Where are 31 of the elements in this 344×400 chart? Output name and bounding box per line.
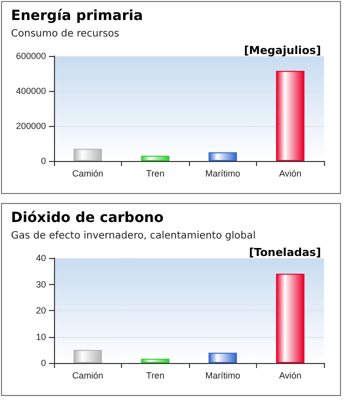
x-tick-label: Camión bbox=[72, 370, 104, 380]
chart-title: Dióxido de carbono bbox=[11, 210, 164, 226]
bar bbox=[74, 350, 102, 363]
y-tick-label: 30 bbox=[36, 279, 46, 290]
chart-title: Energía primaria bbox=[11, 8, 143, 24]
y-tick-label: 200000 bbox=[16, 121, 46, 131]
y-axis-title: [Megajulios] bbox=[244, 44, 322, 57]
x-tick-label: Avión bbox=[279, 370, 302, 380]
y-tick-label: 600000 bbox=[16, 51, 46, 61]
y-axis-title: [Toneladas] bbox=[249, 246, 321, 259]
x-tick-label: Marítimo bbox=[205, 168, 240, 178]
bar bbox=[276, 70, 304, 161]
x-tick-label: Tren bbox=[146, 168, 164, 178]
bar bbox=[208, 352, 237, 363]
y-tick-label: 10 bbox=[36, 332, 46, 342]
bar bbox=[74, 148, 102, 161]
x-tick-label: Marítimo bbox=[205, 370, 240, 380]
x-tick-label: Tren bbox=[146, 370, 164, 380]
x-tick-label: Avión bbox=[279, 168, 302, 178]
y-tick-label: 20 bbox=[36, 306, 46, 316]
y-tick-label: 0 bbox=[40, 358, 46, 368]
bar bbox=[208, 152, 237, 161]
y-tick-label: 40 bbox=[36, 253, 46, 263]
bar bbox=[276, 274, 304, 363]
chart-subtitle: Gas de efecto invernadero, calentamiento global bbox=[11, 230, 256, 242]
y-tick-label: 0 bbox=[40, 156, 46, 166]
y-tick-label: 400000 bbox=[16, 86, 46, 96]
x-tick-label: Camión bbox=[72, 168, 104, 178]
bar bbox=[141, 156, 170, 161]
chart-subtitle: Consumo de recursos bbox=[11, 28, 120, 40]
bar bbox=[141, 358, 170, 363]
